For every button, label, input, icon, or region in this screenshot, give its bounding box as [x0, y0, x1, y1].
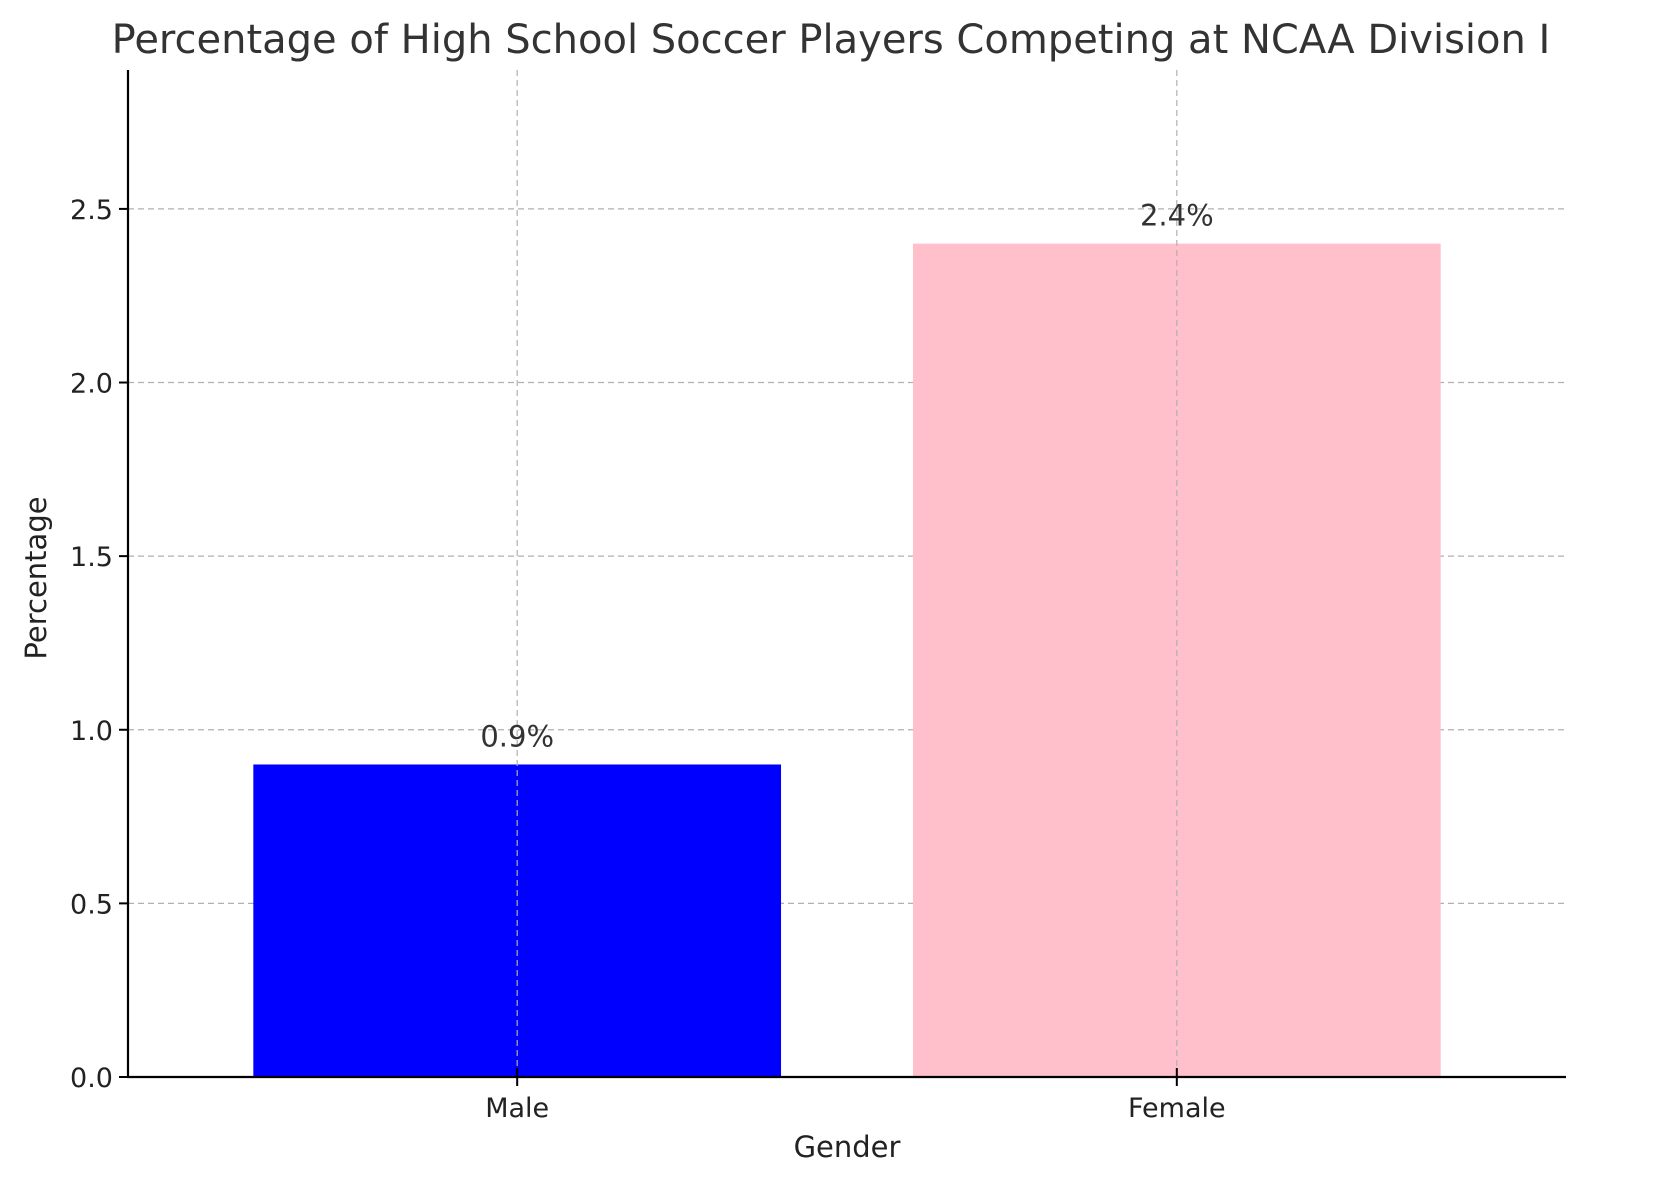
x-axis-ticks: Male Female: [485, 1068, 1226, 1124]
y-tick-label: 1.5: [70, 542, 113, 573]
data-label: 0.9%: [480, 719, 554, 753]
y-axis-label: Percentage: [19, 496, 53, 659]
bars: [253, 243, 1441, 1077]
y-tick-label: 0.0: [70, 1063, 113, 1094]
data-label: 2.4%: [1140, 199, 1214, 233]
y-tick-label: 1.0: [70, 716, 113, 747]
y-tick-label: 2.0: [70, 369, 113, 400]
y-axis-ticks: 0.0 0.5 1.0 1.5 2.0 2.5: [70, 195, 128, 1094]
x-axis-label: Gender: [794, 1130, 901, 1164]
y-tick-label: 2.5: [70, 195, 113, 226]
y-tick-label: 0.5: [70, 889, 113, 920]
x-tick-label: Male: [485, 1093, 549, 1124]
data-labels: 0.9% 2.4%: [480, 199, 1213, 754]
x-tick-label: Female: [1128, 1093, 1226, 1124]
vertical-grid-lines: [516, 70, 1178, 1077]
chart-title: Percentage of High School Soccer Players…: [112, 17, 1551, 63]
